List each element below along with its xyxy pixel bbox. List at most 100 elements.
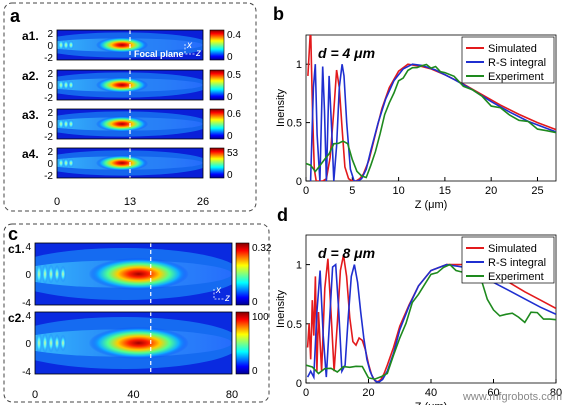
row-label: c1. xyxy=(8,242,25,256)
heatmap-frame xyxy=(34,311,233,375)
heatmap-field xyxy=(57,109,203,139)
y-tick-label: 0 xyxy=(47,81,53,92)
chart-annotation: d = 4 μm xyxy=(318,45,375,61)
heatmap-frame xyxy=(34,242,233,306)
y-tick-label: -2 xyxy=(44,132,53,143)
heatmap-frame xyxy=(56,69,204,101)
y-tick-label: 0 xyxy=(47,159,53,170)
x-tick-label: 13 xyxy=(124,196,136,208)
legend-entry: R-S integral xyxy=(488,257,546,269)
y-tick-label: 0 xyxy=(25,270,31,281)
legend: Simulated R-S integral Experiment xyxy=(461,236,555,284)
y-tick-label: 0.5 xyxy=(287,118,302,130)
heatmap-field xyxy=(57,70,203,100)
focal-spot xyxy=(88,257,189,291)
x-tick-label: 0 xyxy=(54,196,60,208)
near-field-ring xyxy=(58,118,64,130)
panel-letter-c: c xyxy=(8,224,18,244)
x-tick-label: 5 xyxy=(349,185,355,197)
x-tick-label: 10 xyxy=(392,185,404,197)
axis-glyph-x-label: x xyxy=(186,40,193,51)
colorbar-min-label: 0 xyxy=(227,131,233,142)
focal-spot xyxy=(96,155,148,171)
colorbar-min-label: 0 xyxy=(252,366,258,377)
y-tick-label: 0 xyxy=(47,120,53,131)
heatmap-field xyxy=(57,148,203,178)
colorbar xyxy=(209,29,225,61)
x-tick-label: 15 xyxy=(439,185,451,197)
x-tick-label: 26 xyxy=(197,196,209,208)
watermark: www.mfgrobots.com xyxy=(462,391,562,403)
near-field-ring xyxy=(42,332,48,354)
y-tick-label: 1 xyxy=(296,59,302,71)
near-field-ring xyxy=(58,39,64,51)
y-tick-label: 4 xyxy=(25,242,31,253)
x-axis-label: Z (μm) xyxy=(415,401,448,405)
row-label: a3. xyxy=(22,108,39,122)
near-field-ring xyxy=(58,157,64,169)
focal-spot xyxy=(96,77,148,93)
y-axis-label: Inensity xyxy=(275,89,287,127)
y-axis-label: Inensity xyxy=(275,290,287,328)
heatmap-field xyxy=(35,312,232,374)
y-tick-label: 0 xyxy=(296,176,302,188)
row-label: a2. xyxy=(22,69,39,83)
colorbar-max-label: 0.4 xyxy=(227,30,241,41)
focal-spot xyxy=(96,116,148,132)
near-field-ring xyxy=(54,333,60,353)
near-field-ring xyxy=(63,118,69,130)
legend-entry: R-S integral xyxy=(488,57,546,69)
panel-a-border xyxy=(3,2,257,212)
row-label: a1. xyxy=(22,29,39,43)
y-tick-label: 2 xyxy=(47,108,53,119)
heatmap-field xyxy=(35,243,232,305)
y-tick-label: 2 xyxy=(47,69,53,80)
focal-plane-label: Focal plane xyxy=(134,49,184,59)
panel-c-border xyxy=(3,223,270,403)
colorbar xyxy=(235,242,250,306)
focal-spot xyxy=(88,326,189,360)
y-tick-label: 0.5 xyxy=(287,319,302,331)
heatmap-row: a3. 20-20.60 xyxy=(22,108,241,143)
colorbar-min-label: 0 xyxy=(252,297,258,308)
x-tick-label: 20 xyxy=(485,185,497,197)
heatmap-frame xyxy=(56,147,204,179)
line-chart-d: 0 0.5 1 0 20 40 60 80 Z (μm) Inensity d = 8 μm Simu… xyxy=(275,234,562,405)
y-tick-label: 0 xyxy=(47,41,53,52)
colorbar xyxy=(209,69,225,101)
near-field-ring xyxy=(63,39,69,51)
panel-letter-a: a xyxy=(10,6,21,26)
legend-entry: Simulated xyxy=(488,243,537,255)
heatmap-row: c1. 4 0 -4 0.32 0 xz xyxy=(8,242,272,309)
axis-glyph-z-label: z xyxy=(224,293,230,304)
colorbar-min-label: 0 xyxy=(227,92,233,103)
x-tick-label: 80 xyxy=(226,389,238,401)
near-field-ring xyxy=(48,264,54,284)
heatmap-frame xyxy=(56,108,204,140)
x-tick-labels-c: 0 40 80 xyxy=(32,389,238,401)
near-field-ring xyxy=(48,333,54,353)
y-tick-label: 1 xyxy=(296,260,302,272)
legend-entry: Experiment xyxy=(488,271,544,283)
colorbar xyxy=(209,147,225,179)
x-tick-label: 80 xyxy=(550,387,562,399)
panel-letter-b: b xyxy=(273,4,284,24)
x-tick-label: 0 xyxy=(303,387,309,399)
colorbar-max-label: 53 xyxy=(227,148,239,159)
y-tick-label: -2 xyxy=(44,171,53,182)
colorbar-max-label: 100 xyxy=(252,312,269,323)
x-tick-label: 40 xyxy=(425,387,437,399)
near-field-ring xyxy=(54,264,60,284)
x-tick-label: 0 xyxy=(303,185,309,197)
near-field-ring xyxy=(63,157,69,169)
row-label: a4. xyxy=(22,147,39,161)
heatmap-frame xyxy=(56,29,204,61)
near-field-ring xyxy=(68,80,74,90)
